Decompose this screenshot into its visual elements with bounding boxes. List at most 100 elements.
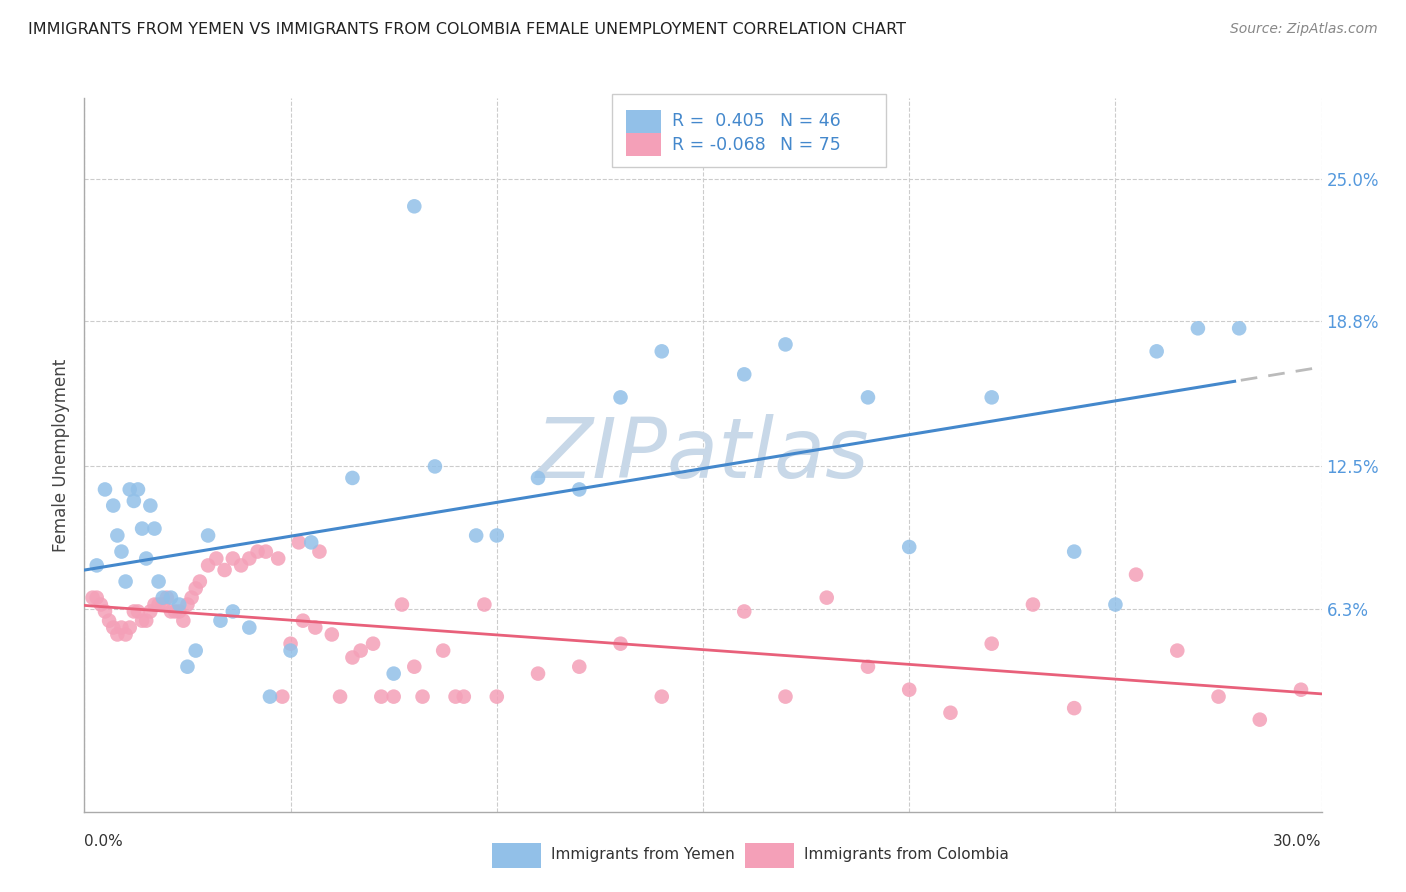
Point — [188, 574, 211, 589]
Text: N = 75: N = 75 — [780, 136, 841, 153]
Point — [160, 591, 183, 605]
Point — [404, 659, 426, 673]
Point — [143, 522, 166, 536]
Point — [148, 574, 170, 589]
Point — [568, 659, 591, 673]
Point — [1249, 713, 1271, 727]
Point — [1187, 321, 1209, 335]
Text: ZIPatlas: ZIPatlas — [536, 415, 870, 495]
Point — [86, 591, 108, 605]
Point — [254, 544, 277, 558]
Point — [856, 390, 879, 404]
Point — [143, 598, 166, 612]
Point — [167, 598, 190, 612]
Point — [184, 582, 207, 596]
Point — [259, 690, 281, 704]
Point — [444, 690, 467, 704]
Point — [733, 604, 755, 618]
Point — [651, 344, 673, 359]
Point — [1289, 682, 1312, 697]
Point — [280, 643, 302, 657]
Point — [238, 621, 260, 635]
Point — [775, 337, 797, 351]
Point — [148, 598, 170, 612]
Point — [980, 390, 1002, 404]
Text: N = 46: N = 46 — [780, 112, 841, 130]
Point — [131, 522, 153, 536]
Point — [382, 690, 405, 704]
Point — [1227, 321, 1250, 335]
Point — [94, 483, 117, 497]
Point — [980, 637, 1002, 651]
Point — [474, 598, 496, 612]
Point — [288, 535, 311, 549]
Point — [898, 540, 921, 554]
Point — [898, 682, 921, 697]
Point — [127, 604, 149, 618]
Point — [114, 627, 136, 641]
Point — [160, 604, 183, 618]
Point — [118, 483, 141, 497]
Point — [1166, 643, 1188, 657]
Point — [127, 483, 149, 497]
Text: Immigrants from Colombia: Immigrants from Colombia — [804, 847, 1010, 862]
Point — [114, 574, 136, 589]
Point — [184, 643, 207, 657]
Point — [609, 637, 631, 651]
Point — [308, 544, 330, 558]
Point — [361, 637, 384, 651]
Point — [214, 563, 236, 577]
Point — [267, 551, 290, 566]
Point — [1022, 598, 1045, 612]
Point — [815, 591, 838, 605]
Point — [238, 551, 260, 566]
Point — [1063, 701, 1085, 715]
Point — [299, 535, 322, 549]
Point — [209, 614, 232, 628]
Point — [135, 551, 157, 566]
Point — [94, 604, 117, 618]
Point — [176, 598, 198, 612]
Point — [222, 604, 245, 618]
Point — [485, 690, 508, 704]
Point — [105, 627, 128, 641]
Point — [110, 544, 132, 558]
Point — [1125, 567, 1147, 582]
Point — [453, 690, 475, 704]
Text: Immigrants from Yemen: Immigrants from Yemen — [551, 847, 735, 862]
Point — [246, 544, 269, 558]
Y-axis label: Female Unemployment: Female Unemployment — [52, 359, 70, 551]
Point — [856, 659, 879, 673]
Point — [382, 666, 405, 681]
Point — [404, 199, 426, 213]
Point — [98, 614, 121, 628]
Point — [176, 659, 198, 673]
Point — [370, 690, 392, 704]
Point — [122, 604, 145, 618]
Point — [280, 637, 302, 651]
Point — [205, 551, 228, 566]
Point — [775, 690, 797, 704]
Point — [412, 690, 434, 704]
Point — [432, 643, 454, 657]
Point — [110, 621, 132, 635]
Point — [423, 459, 446, 474]
Point — [651, 690, 673, 704]
Point — [139, 499, 162, 513]
Point — [291, 614, 314, 628]
Point — [568, 483, 591, 497]
Point — [118, 621, 141, 635]
Point — [103, 621, 125, 635]
Point — [152, 598, 174, 612]
Text: 0.0%: 0.0% — [84, 834, 124, 849]
Point — [197, 558, 219, 573]
Point — [609, 390, 631, 404]
Point — [197, 528, 219, 542]
Point — [1063, 544, 1085, 558]
Point — [527, 471, 550, 485]
Text: 30.0%: 30.0% — [1274, 834, 1322, 849]
Point — [122, 494, 145, 508]
Text: R = -0.068: R = -0.068 — [672, 136, 766, 153]
Point — [271, 690, 294, 704]
Point — [152, 591, 174, 605]
